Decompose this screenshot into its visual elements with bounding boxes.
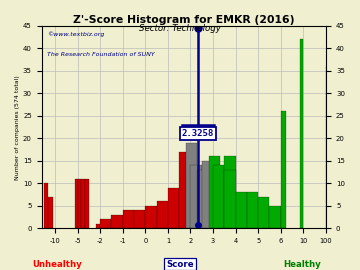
Bar bbox=[75, 179, 78, 228]
Bar bbox=[235, 193, 247, 228]
Text: Sector: Technology: Sector: Technology bbox=[139, 24, 221, 33]
Bar bbox=[281, 206, 283, 228]
Bar bbox=[168, 188, 179, 228]
Bar bbox=[202, 161, 213, 228]
Bar bbox=[186, 143, 197, 228]
Bar bbox=[123, 210, 134, 228]
Title: Z'-Score Histogram for EMKR (2016): Z'-Score Histogram for EMKR (2016) bbox=[73, 15, 294, 25]
Bar bbox=[157, 201, 168, 228]
Text: Score: Score bbox=[166, 260, 194, 269]
Y-axis label: Number of companies (574 total): Number of companies (574 total) bbox=[15, 75, 20, 180]
Text: ©www.textbiz.org: ©www.textbiz.org bbox=[47, 32, 104, 38]
Bar bbox=[197, 170, 209, 228]
Bar bbox=[96, 224, 100, 228]
Bar bbox=[81, 179, 85, 228]
Bar bbox=[213, 166, 224, 228]
Bar bbox=[145, 206, 157, 228]
Bar bbox=[269, 206, 281, 228]
Bar bbox=[48, 197, 53, 228]
Text: Healthy: Healthy bbox=[284, 260, 321, 269]
Bar bbox=[325, 66, 326, 228]
Text: Unhealthy: Unhealthy bbox=[33, 260, 82, 269]
Bar bbox=[179, 152, 190, 228]
Bar bbox=[100, 220, 112, 228]
Bar bbox=[112, 215, 123, 228]
Bar bbox=[300, 39, 303, 228]
Bar bbox=[281, 111, 286, 228]
Bar bbox=[134, 210, 145, 228]
Bar bbox=[247, 193, 258, 228]
Text: The Research Foundation of SUNY: The Research Foundation of SUNY bbox=[47, 52, 155, 57]
Bar bbox=[78, 179, 81, 228]
Bar bbox=[44, 183, 48, 228]
Bar bbox=[190, 166, 202, 228]
Text: 2.3258: 2.3258 bbox=[182, 129, 214, 139]
Bar bbox=[224, 156, 235, 228]
Bar bbox=[224, 170, 235, 228]
Bar bbox=[85, 179, 89, 228]
Bar bbox=[258, 197, 269, 228]
Bar bbox=[209, 156, 220, 228]
